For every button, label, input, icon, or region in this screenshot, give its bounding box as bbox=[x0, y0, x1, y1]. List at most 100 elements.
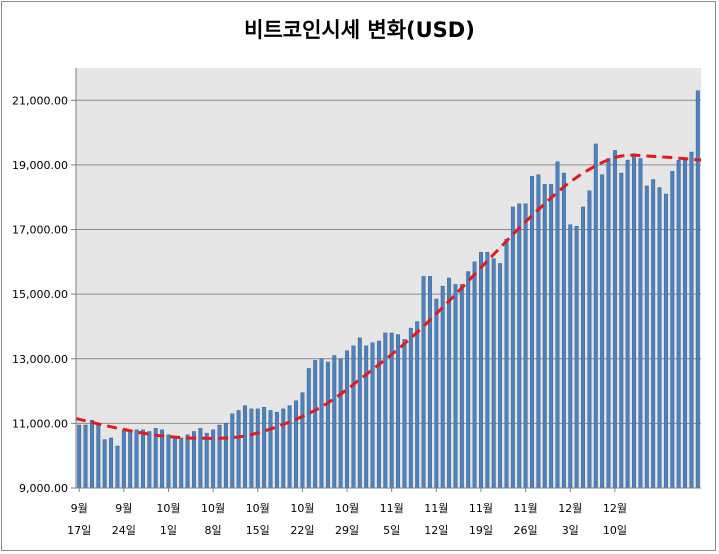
bar bbox=[274, 411, 279, 489]
bar bbox=[185, 434, 190, 489]
bar bbox=[619, 172, 624, 489]
x-tick-label-month: 11월 bbox=[469, 502, 493, 515]
bar bbox=[128, 431, 133, 489]
bar bbox=[198, 428, 203, 489]
x-tick-label-month: 12월 bbox=[558, 502, 582, 515]
bar bbox=[600, 174, 605, 489]
y-tick-label: 17,000.00 bbox=[12, 224, 68, 237]
x-tick-label-month: 10월 bbox=[156, 502, 180, 515]
bar bbox=[479, 251, 483, 489]
bar bbox=[536, 174, 541, 489]
bar bbox=[364, 345, 369, 489]
x-tick-label-day: 8일 bbox=[205, 523, 222, 537]
bar bbox=[147, 431, 152, 489]
bar bbox=[453, 284, 458, 489]
bar bbox=[179, 437, 184, 489]
bar bbox=[568, 224, 573, 489]
bar bbox=[581, 206, 585, 489]
x-tick-label-month: 10월 bbox=[335, 502, 359, 515]
bar bbox=[440, 285, 445, 489]
bar bbox=[294, 400, 298, 489]
x-tick-label-month: 11월 bbox=[380, 502, 404, 515]
bar bbox=[447, 277, 452, 489]
bar bbox=[255, 408, 260, 489]
x-tick-label-month: 9월 bbox=[115, 502, 132, 515]
bar bbox=[281, 408, 286, 489]
bar bbox=[319, 358, 324, 489]
bar bbox=[485, 251, 490, 489]
x-tick-label-day: 3일 bbox=[562, 523, 579, 537]
bar bbox=[83, 424, 88, 489]
x-tick-label-day: 5일 bbox=[383, 523, 400, 537]
bar bbox=[134, 429, 139, 489]
bar bbox=[459, 284, 464, 489]
bar bbox=[102, 439, 107, 489]
y-tick-label: 15,000.00 bbox=[12, 288, 68, 301]
bar bbox=[370, 342, 375, 489]
bar bbox=[345, 350, 349, 489]
bar bbox=[695, 90, 700, 489]
bar bbox=[332, 355, 337, 489]
x-tick-label-month: 10월 bbox=[246, 502, 270, 515]
bar bbox=[223, 423, 228, 489]
bar bbox=[338, 358, 343, 489]
bar bbox=[313, 360, 318, 489]
x-tick-label-month: 9월 bbox=[71, 502, 88, 515]
bar bbox=[262, 407, 267, 489]
bar bbox=[141, 429, 145, 489]
bar bbox=[357, 337, 362, 489]
x-tick-label-month: 10월 bbox=[290, 502, 314, 515]
bar bbox=[638, 158, 643, 489]
x-tick-label-day: 1일 bbox=[160, 523, 177, 537]
trend-line bbox=[75, 153, 702, 440]
bar bbox=[236, 410, 241, 489]
bar bbox=[287, 405, 292, 489]
y-tick-labels: 9,000.00 11,000.00 13,000.00 15,000.00 17,00… bbox=[12, 94, 68, 495]
bar bbox=[670, 171, 675, 489]
bar bbox=[166, 434, 171, 489]
bar bbox=[325, 361, 330, 489]
bar bbox=[644, 185, 649, 489]
bar bbox=[574, 226, 579, 489]
x-tick-label-day: 26일 bbox=[514, 523, 538, 537]
bar bbox=[160, 429, 165, 489]
bar bbox=[204, 432, 209, 489]
x-tick-label-day: 17일 bbox=[67, 523, 91, 537]
x-tick-label-month: 11월 bbox=[514, 502, 538, 515]
x-tick-label-month: 10월 bbox=[201, 502, 225, 515]
bar bbox=[683, 158, 688, 489]
bar bbox=[632, 153, 636, 489]
bar bbox=[510, 206, 515, 489]
bar bbox=[249, 408, 254, 489]
bar bbox=[383, 332, 388, 489]
x-tick-label-month: 12월 bbox=[603, 502, 627, 515]
x-tick-label-day: 10일 bbox=[603, 523, 627, 537]
bar bbox=[434, 298, 439, 489]
bar bbox=[172, 437, 177, 489]
bar bbox=[612, 150, 617, 489]
bar bbox=[396, 334, 401, 489]
x-tick-label-day: 22일 bbox=[290, 523, 314, 537]
bar bbox=[593, 143, 598, 489]
bar bbox=[523, 203, 528, 489]
chart-title: 비트코인시세 변화(USD) bbox=[244, 18, 475, 42]
x-tick-label-day: 15일 bbox=[246, 523, 270, 537]
x-tick-label-day: 12일 bbox=[424, 523, 448, 537]
axes-group bbox=[75, 68, 701, 489]
bar bbox=[230, 413, 235, 489]
bar bbox=[530, 176, 534, 489]
bar bbox=[498, 263, 503, 489]
bar bbox=[542, 184, 547, 489]
y-tick-label: 21,000.00 bbox=[12, 94, 68, 107]
bar bbox=[587, 190, 592, 489]
bar bbox=[121, 429, 126, 489]
bar bbox=[115, 445, 120, 489]
bar bbox=[77, 424, 82, 489]
bar bbox=[491, 258, 496, 489]
bar bbox=[153, 428, 158, 489]
bar bbox=[625, 159, 630, 489]
trend-line-group bbox=[75, 153, 702, 440]
bar bbox=[408, 327, 413, 489]
bar bbox=[606, 158, 611, 489]
bar bbox=[549, 184, 554, 489]
